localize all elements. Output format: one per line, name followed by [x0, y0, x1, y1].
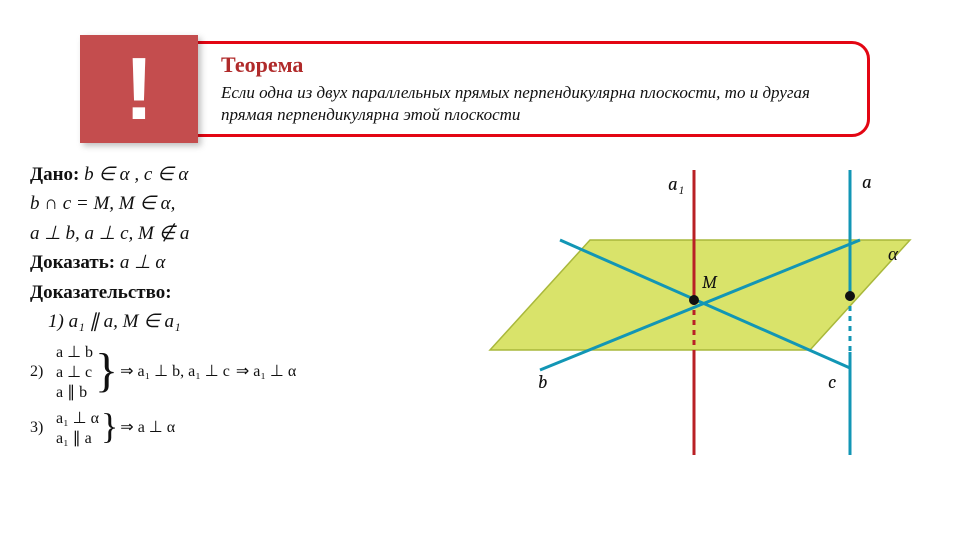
- theorem-frame: Теорема Если одна из двух параллельных п…: [170, 41, 870, 137]
- proof-column: Дано: b ∈ α , c ∈ α b ∩ c = M, M ∈ α, a …: [30, 160, 390, 455]
- given-2: b ∩ c = M, M ∈ α,: [30, 189, 390, 218]
- given-line-1: Дано: b ∈ α , c ∈ α: [30, 160, 390, 189]
- exclaim-badge: !: [80, 35, 198, 143]
- prove-line: Доказать: a ⊥ α: [30, 248, 390, 277]
- theorem-text: Если одна из двух параллельных прямых пе…: [221, 82, 849, 126]
- deriv-3: 3) a₁ ⊥ α a₁ ∥ a } ⇒ a ⊥ α: [30, 409, 390, 449]
- d2-s3: a ∥ b: [56, 383, 93, 403]
- step-1: 1) a₁ ∥ a, M ∈ a₁: [48, 307, 390, 336]
- d3-s2: a₁ ∥ a: [56, 429, 99, 449]
- label-m: M: [702, 272, 718, 293]
- prove-label: Доказать:: [30, 252, 115, 273]
- given-label: Дано:: [30, 164, 79, 185]
- deriv-2-num: 2): [30, 360, 56, 385]
- label-b: b: [538, 371, 547, 393]
- d2-r2: ⇒ a₁ ⊥ α: [236, 360, 296, 385]
- d2-s1: a ⊥ b: [56, 343, 93, 363]
- point-a-foot: [845, 291, 855, 301]
- brace-icon: }: [95, 349, 118, 392]
- diagram-svg: a₁ a α M b c: [450, 170, 930, 470]
- brace-icon: }: [101, 410, 118, 442]
- label-c: c: [828, 371, 836, 393]
- proof-label: Доказательство:: [30, 278, 390, 307]
- deriv-2-stack: a ⊥ b a ⊥ c a ∥ b: [56, 343, 93, 403]
- theorem-callout: ! Теорема Если одна из двух параллельных…: [80, 35, 880, 143]
- theorem-title: Теорема: [221, 52, 849, 78]
- diagram: a₁ a α M b c: [450, 170, 930, 470]
- label-a1: a₁: [668, 173, 684, 195]
- given-3: a ⊥ b, a ⊥ c, M ∉ a: [30, 219, 390, 248]
- d3-r: ⇒ a ⊥ α: [120, 416, 175, 441]
- point-m: [689, 295, 699, 305]
- given-1: b ∈ α , c ∈ α: [84, 164, 188, 185]
- d2-r1: ⇒ a₁ ⊥ b, a₁ ⊥ c: [120, 360, 230, 385]
- prove-expr: a ⊥ α: [120, 252, 166, 273]
- d2-s2: a ⊥ c: [56, 363, 93, 383]
- deriv-2: 2) a ⊥ b a ⊥ c a ∥ b } ⇒ a₁ ⊥ b, a₁ ⊥ c …: [30, 343, 390, 403]
- deriv-3-num: 3): [30, 416, 56, 441]
- derivations: 2) a ⊥ b a ⊥ c a ∥ b } ⇒ a₁ ⊥ b, a₁ ⊥ c …: [30, 343, 390, 449]
- deriv-3-stack: a₁ ⊥ α a₁ ∥ a: [56, 409, 99, 449]
- d3-s1: a₁ ⊥ α: [56, 409, 99, 429]
- label-alpha: α: [888, 243, 899, 265]
- label-a: a: [862, 171, 872, 193]
